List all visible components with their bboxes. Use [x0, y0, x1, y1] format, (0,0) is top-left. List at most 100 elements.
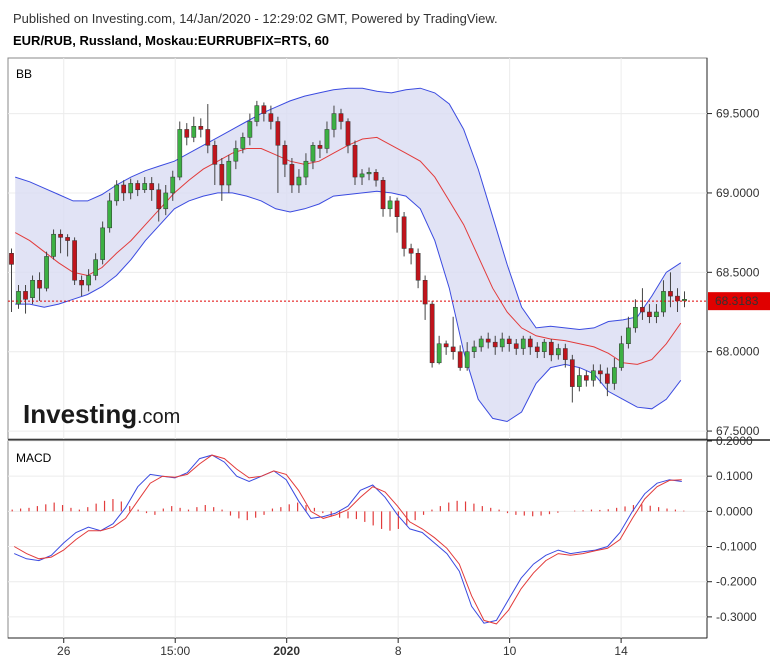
candle-body — [191, 126, 197, 138]
candles — [9, 100, 687, 403]
candle-body — [177, 129, 183, 178]
candle-body — [569, 359, 575, 387]
candle-body — [303, 160, 309, 178]
candle-body — [261, 105, 267, 114]
candle-body — [44, 256, 49, 289]
candle-body — [65, 237, 70, 241]
candle-body — [324, 129, 330, 149]
candle-body — [107, 200, 113, 229]
candle-body — [254, 105, 260, 122]
candle-body — [128, 183, 134, 194]
candle-body — [16, 291, 21, 305]
candle-body — [626, 327, 631, 344]
candle-body — [331, 113, 337, 130]
macd-pane-frame — [7, 440, 708, 639]
candle-body — [661, 291, 666, 313]
candle-body — [23, 291, 28, 300]
candle-body — [93, 259, 98, 276]
candle-body — [275, 121, 281, 146]
candle-body — [149, 183, 155, 191]
candle-body — [387, 200, 393, 210]
candle-body — [289, 164, 295, 186]
price-tick-label: 68.5000 — [716, 265, 760, 279]
macd-line — [14, 454, 682, 624]
candle-body — [51, 233, 56, 257]
candle-body — [240, 137, 246, 149]
candle-body — [527, 338, 533, 348]
candle-body — [555, 348, 561, 356]
macd-axis: 0.2000 0.1000 0.0000 -0.1000 -0.2000 -0.3000 — [707, 434, 757, 624]
candle-body — [72, 240, 77, 281]
candle-body — [226, 160, 232, 186]
candle-body — [9, 253, 14, 265]
macd-tick-label: 0.1000 — [716, 469, 753, 483]
candle-body — [457, 351, 463, 368]
last-price-line: 68.3183 — [8, 292, 770, 311]
candle-body — [359, 173, 365, 178]
candle-body — [184, 129, 190, 138]
macd-lines — [13, 454, 682, 625]
candle-body — [675, 295, 680, 302]
candle-body — [464, 351, 470, 368]
candle-body — [422, 280, 428, 305]
candle-body — [282, 145, 288, 165]
candle-body — [100, 227, 105, 260]
time-tick-label: 8 — [395, 644, 402, 658]
macd-tick-label: -0.3000 — [716, 610, 757, 624]
candle-body — [436, 343, 442, 364]
candle-body — [682, 299, 687, 302]
published-info: Published on Investing.com, 14/Jan/2020 … — [13, 11, 498, 26]
candle-body — [345, 121, 351, 146]
time-tick-label: 14 — [614, 644, 628, 658]
price-tick-label: 67.5000 — [716, 424, 760, 438]
candle-body — [605, 373, 610, 384]
candle-body — [317, 145, 323, 149]
candle-body — [478, 338, 484, 348]
time-tick-label: 2020 — [273, 644, 300, 658]
candle-body — [443, 343, 449, 348]
investing-logo: Investing .com — [23, 399, 180, 429]
macd-tick-label: -0.2000 — [716, 575, 757, 589]
candle-body — [401, 216, 407, 249]
candle-body — [619, 343, 624, 368]
candle-body — [429, 303, 435, 364]
candle-body — [79, 280, 84, 286]
candle-body — [58, 233, 63, 238]
candle-body — [366, 172, 372, 175]
candle-body — [198, 126, 204, 130]
upper-band — [15, 87, 682, 331]
price-axis: 69.5000 69.0000 68.5000 68.0000 67.5000 — [707, 107, 760, 438]
candle-body — [296, 176, 302, 186]
macd-tick-label: 0.0000 — [716, 504, 753, 518]
candle-body — [654, 311, 659, 318]
candle-body — [534, 346, 540, 352]
time-tick-label: 15:00 — [160, 644, 190, 658]
candle-body — [352, 145, 358, 178]
candle-body — [541, 341, 547, 352]
candle-body — [513, 343, 519, 349]
macd-histogram — [11, 499, 685, 531]
candle-body — [233, 148, 239, 162]
last-price-label: 68.3183 — [715, 294, 759, 308]
symbol-title: EUR/RUB, Russland, Moskau:EURRUBFIX=RTS,… — [13, 33, 330, 48]
candle-body — [86, 275, 91, 286]
candle-body — [492, 341, 498, 348]
price-tick-label: 69.0000 — [716, 186, 760, 200]
candle-body — [520, 338, 526, 349]
candle-body — [668, 291, 673, 297]
time-tick-label: 26 — [57, 644, 71, 658]
candle-body — [450, 346, 456, 352]
candle-body — [415, 253, 421, 281]
chart-header: Published on Investing.com, 14/Jan/2020 … — [13, 8, 498, 52]
candle-body — [485, 338, 491, 343]
candle-body — [268, 113, 274, 122]
time-axis: 26 15:00 2020 8 10 14 — [57, 638, 628, 658]
candle-body — [612, 367, 617, 384]
candle-body — [394, 200, 400, 217]
time-tick-label: 10 — [503, 644, 517, 658]
candle-body — [499, 338, 505, 348]
candle-body — [114, 184, 120, 202]
candle-body — [170, 176, 176, 194]
candle-body — [37, 280, 42, 289]
